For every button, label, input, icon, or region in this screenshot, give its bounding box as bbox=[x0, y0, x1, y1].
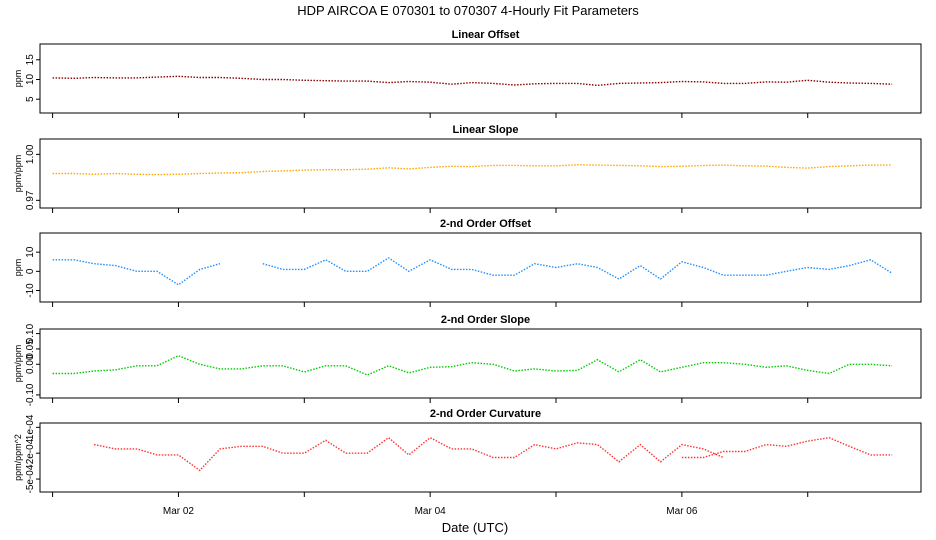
x-axis-label: Date (UTC) bbox=[442, 520, 508, 535]
y-axis-label: ppm/ppm bbox=[13, 155, 23, 193]
y-tick-label: 15 bbox=[25, 54, 36, 66]
y-tick-label: 1.00 bbox=[25, 144, 36, 164]
x-tick-label: Mar 04 bbox=[415, 506, 447, 517]
y-tick-label: 1e-04 bbox=[25, 414, 36, 440]
panel-3: 2-nd Order Offset ppm-10 0 10 bbox=[13, 218, 922, 307]
panel-frame bbox=[39, 232, 922, 303]
y-tick-label: -5e-04 bbox=[25, 464, 36, 493]
y-tick-label: 0.97 bbox=[25, 190, 36, 210]
y-tick-label: 5 bbox=[25, 96, 36, 102]
y-tick-label: 0 bbox=[25, 268, 36, 274]
chart-title: HDP AIRCOA E 070301 to 070307 4-Hourly F… bbox=[297, 3, 639, 18]
y-axis-label: ppm/ppm bbox=[13, 345, 23, 383]
panel-4: 2-nd Order Slope ppm/ppm-0.10 0.000.050.10 bbox=[13, 314, 922, 406]
y-tick-label: 0.05 bbox=[25, 339, 36, 359]
panels-group: Linear Offset ppm 5 10 15 Linear Slope ppm/ppm… bbox=[13, 29, 922, 497]
y-tick-label: 0.00 bbox=[25, 354, 36, 374]
panel-title: 2-nd Order Offset bbox=[440, 218, 531, 230]
panel-frame bbox=[39, 328, 922, 399]
x-tick-label: Mar 06 bbox=[666, 506, 698, 517]
series-line bbox=[52, 259, 221, 286]
x-axis: Mar 02 Mar 04 Mar 06 bbox=[163, 506, 698, 517]
panel-title: 2-nd Order Slope bbox=[441, 314, 530, 326]
panel-5: 2-nd Order Curvature ppm/ppm^21e-04-2e-04… bbox=[13, 408, 922, 497]
panel-frame bbox=[39, 422, 922, 493]
series-line bbox=[52, 354, 893, 376]
series-line bbox=[262, 257, 893, 280]
y-tick-label: 0.10 bbox=[25, 323, 36, 343]
y-axis-label: ppm bbox=[13, 259, 23, 277]
y-tick-label: -10 bbox=[25, 283, 36, 298]
y-axis-label: ppm bbox=[13, 70, 23, 88]
series-line bbox=[93, 436, 724, 472]
panel-frame bbox=[39, 138, 922, 209]
y-tick-label: -2e-04 bbox=[25, 438, 36, 467]
panel-frame bbox=[39, 43, 922, 114]
panel-title: Linear Offset bbox=[452, 29, 520, 41]
series-line bbox=[681, 436, 893, 459]
y-axis-label: ppm/ppm^2 bbox=[13, 434, 23, 481]
panel-title: 2-nd Order Curvature bbox=[430, 408, 541, 420]
series-line bbox=[52, 75, 893, 87]
y-tick-label: -0.10 bbox=[25, 383, 36, 406]
series-line bbox=[52, 164, 893, 176]
panel-1: Linear Offset ppm 5 10 15 bbox=[13, 29, 922, 118]
panel-title: Linear Slope bbox=[452, 124, 518, 136]
y-tick-label: 10 bbox=[25, 73, 36, 85]
y-tick-label: 10 bbox=[25, 246, 36, 258]
x-tick-label: Mar 02 bbox=[163, 506, 195, 517]
